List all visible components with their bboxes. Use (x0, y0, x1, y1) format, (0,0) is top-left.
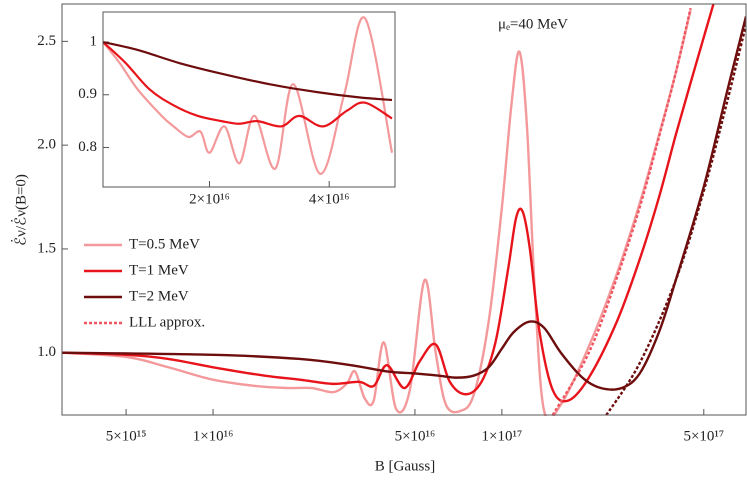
plot-frame (61, 3, 747, 416)
x-tick-label: 2×10¹⁶ (189, 191, 230, 207)
series-line (551, 7, 692, 416)
y-tick-label: 2.0 (37, 137, 56, 153)
y-tick-label: 2.5 (37, 33, 56, 49)
series-group (103, 16, 394, 175)
annotation: μₑ=40 MeV (498, 16, 568, 32)
series-line (62, 9, 692, 416)
legend-label: LLL approx. (129, 314, 205, 330)
series-line (103, 16, 394, 175)
x-tick-label: 5×10¹⁶ (395, 428, 436, 444)
x-tick-label: 1×10¹⁷ (482, 428, 523, 444)
y-tick-label: 1.0 (37, 344, 56, 360)
plot-frame (102, 11, 396, 188)
inset-background (103, 12, 395, 187)
y-tick-label: 0.8 (78, 139, 97, 155)
x-tick-label: 5×10¹⁷ (683, 428, 724, 444)
x-tick-label: 1×10¹⁶ (193, 428, 234, 444)
y-tick-label: 1.5 (37, 240, 56, 256)
plot: 5×10¹⁵ 1×10¹⁶ 5×10¹⁶ 1×10¹⁷ 5×10¹⁷ 1.0 1.5 2.0 2… (37, 3, 747, 444)
legend-label: T=2 MeV (129, 288, 189, 304)
series-line (62, 4, 715, 403)
y-tick-label: 1 (90, 33, 98, 49)
legend-label: T=0.5 MeV (129, 236, 200, 252)
series-line (62, 16, 746, 391)
x-axis-label: B [Gauss] (375, 458, 435, 474)
y-axis-label: ℰ̇ν/ℰ̇ν(B=0) (12, 174, 30, 246)
series-group (62, 4, 746, 416)
plot: 2×10¹⁶ 4×10¹⁶ 1 0.9 0.8 (78, 11, 396, 207)
x-tick-label: 4×10¹⁶ (309, 191, 350, 207)
legend-label: T=1 MeV (129, 262, 189, 278)
x-tick-label: 5×10¹⁵ (106, 428, 147, 444)
series-line (103, 40, 393, 102)
series-line (605, 24, 746, 416)
y-tick-label: 0.9 (78, 86, 97, 102)
series-line (103, 41, 393, 128)
